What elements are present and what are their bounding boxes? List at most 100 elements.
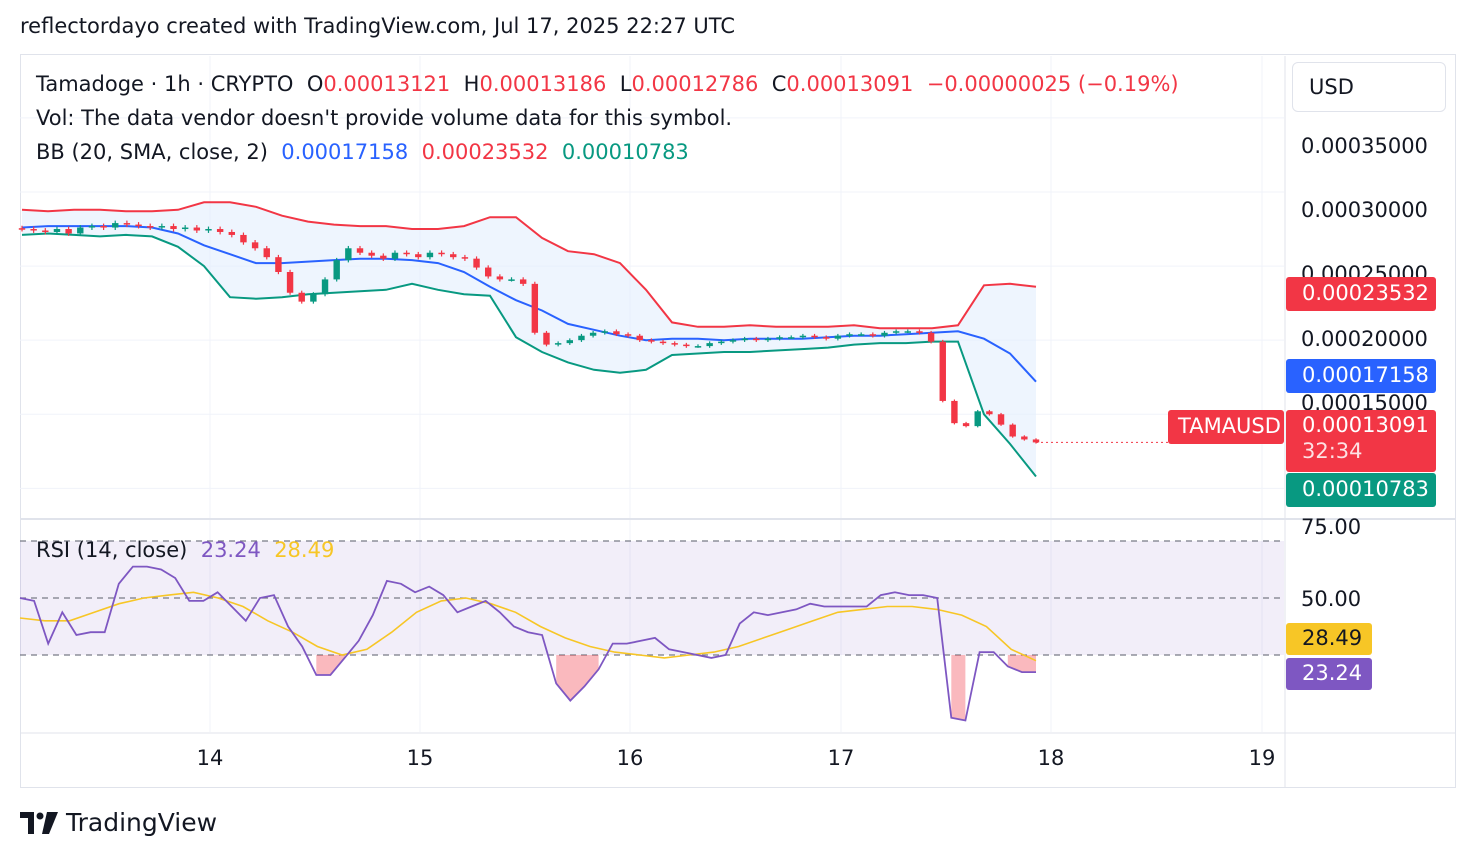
candle-body (718, 341, 725, 344)
bb-upper-tag: 0.00023532 (1286, 277, 1436, 311)
candle-body (694, 346, 702, 348)
candle-body (275, 257, 282, 272)
candle-body (566, 340, 573, 344)
candle-body (65, 229, 72, 234)
high-value: 0.00013186 (479, 72, 607, 96)
currency-selector[interactable]: USD (1292, 62, 1446, 112)
candle-body (916, 331, 923, 333)
candle-body (648, 340, 655, 342)
candle-body (834, 335, 842, 339)
candle-body (158, 226, 166, 228)
candle-body (380, 255, 387, 259)
candle-body (77, 227, 84, 234)
candle-body (368, 252, 375, 256)
volume-note: Vol: The data vendor doesn't provide vol… (36, 106, 733, 130)
last-price-value: 0.00013091 (1302, 413, 1429, 437)
candle-body (298, 292, 305, 302)
candle-body (496, 276, 504, 280)
symbol-label[interactable]: Tamadoge · 1h · CRYPTO (36, 72, 294, 96)
candle-body (776, 337, 783, 339)
rsi-oversold-fill (1007, 655, 1036, 673)
candle-body (904, 331, 911, 333)
candle-body (135, 224, 142, 227)
tradingview-logo-icon (20, 811, 58, 834)
rsi-ma-value: 28.49 (274, 538, 335, 562)
candle-body (543, 332, 550, 345)
candle-body (450, 254, 457, 258)
high-label: H (463, 72, 480, 96)
close-value: 0.00013091 (786, 72, 914, 96)
candle-body (636, 335, 643, 341)
candle-body (974, 411, 981, 427)
candle-body (764, 338, 772, 341)
price-tick: 0.00020000 (1301, 327, 1428, 351)
rsi-tag: 23.24 (1286, 658, 1372, 690)
ohlc-legend: Tamadoge · 1h · CRYPTO O0.00013121 H0.00… (36, 72, 1179, 96)
candle-body (823, 337, 830, 339)
rsi-ma-tag: 28.49 (1286, 623, 1372, 655)
chart-frame (20, 54, 1456, 788)
low-label: L (619, 72, 632, 96)
candle-body (216, 229, 224, 232)
candle-body (531, 283, 539, 333)
candle-body (42, 230, 49, 232)
candle-body (951, 400, 958, 424)
candle-body (485, 267, 492, 277)
candle-body (729, 340, 737, 342)
candle-body (846, 334, 853, 336)
candle-body (310, 294, 317, 302)
close-label: C (771, 72, 787, 96)
candle-body (519, 279, 527, 284)
candle-body (706, 343, 713, 347)
candle-body (473, 258, 480, 268)
candle-body (321, 279, 329, 295)
bb-lower-tag: 0.00010783 (1286, 473, 1436, 507)
candle-body (927, 332, 935, 342)
candle-body (997, 414, 1005, 425)
time-tick: 15 (406, 746, 434, 770)
candle-body (263, 248, 270, 258)
candle-body (426, 252, 434, 258)
candle-body (683, 344, 690, 347)
rsi-label: RSI (14, close) (36, 538, 188, 562)
candle-body (741, 338, 748, 341)
rsi-legend[interactable]: RSI (14, close) 23.24 28.49 (36, 538, 334, 562)
candle-body (391, 252, 399, 259)
candle-body (811, 335, 818, 338)
candle-body (799, 335, 807, 338)
time-tick: 14 (196, 746, 224, 770)
bb-fill (22, 202, 1036, 477)
rsi-ma-line (19, 591, 1037, 662)
candle-body (881, 332, 888, 336)
candle-body (88, 226, 96, 228)
bb-lower-value: 0.00010783 (561, 140, 689, 164)
low-value: 0.00012786 (631, 72, 759, 96)
rsi-tick: 75.00 (1301, 515, 1362, 539)
candle-body (788, 337, 795, 339)
candle-body (53, 229, 61, 232)
candle-body (147, 226, 154, 228)
bollinger-bands (21, 201, 1037, 478)
candle-body (438, 252, 445, 255)
rsi-pane (19, 540, 1284, 722)
open-label: O (306, 72, 324, 96)
bb-lower-line (21, 232, 1037, 478)
rsi-oversold-fill (556, 655, 599, 701)
candle-body (753, 338, 760, 341)
candle-body (123, 223, 131, 225)
candle-body (589, 332, 597, 336)
price-tick: 0.00030000 (1301, 198, 1428, 222)
candle-body (671, 343, 678, 345)
chart-attribution: reflectordayo created with TradingView.c… (20, 14, 736, 38)
candle-body (659, 341, 667, 344)
change-value: −0.00000025 (−0.19%) (926, 72, 1179, 96)
time-tick: 16 (616, 746, 644, 770)
bb-legend[interactable]: BB (20, SMA, close, 2) 0.00017158 0.0002… (36, 140, 689, 164)
candle-body (554, 343, 562, 345)
tradingview-brand[interactable]: TradingView (20, 808, 217, 837)
candle-body (403, 252, 410, 255)
candle-body (251, 242, 259, 249)
candle-body (228, 231, 235, 235)
candle-body (613, 331, 620, 335)
bb-basis-tag: 0.00017158 (1286, 359, 1436, 393)
